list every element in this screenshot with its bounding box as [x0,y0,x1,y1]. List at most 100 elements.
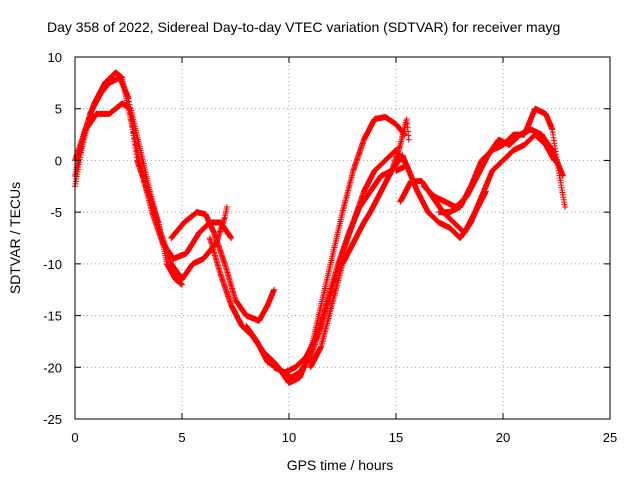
data-point [224,263,226,265]
x-tick-label: 25 [603,430,617,445]
x-tick-label: 10 [282,430,296,445]
data-point [192,263,194,265]
data-point [198,232,200,234]
data-point [108,82,110,84]
data-point [459,206,461,208]
data-point [481,159,483,162]
data-point [166,263,168,265]
data-point [273,366,275,368]
data-point [523,144,526,146]
data-point [331,304,333,306]
data-point [433,196,436,198]
data-point [267,304,269,306]
data-point [369,211,371,213]
series-sat-d [168,209,277,324]
series-sat-l [435,105,569,216]
data-point [290,377,292,379]
data-point [421,180,423,182]
data-point [448,211,451,213]
data-point [230,237,232,239]
data-point [204,213,207,215]
plot-frame [74,56,611,420]
data-point [320,304,322,306]
data-point [374,118,376,120]
data-point [363,190,365,193]
data-point [294,366,297,368]
data-point [104,82,106,84]
data-point [534,108,536,110]
x-tick-label: 5 [178,430,185,445]
data-point [140,170,142,172]
series-sat-b [72,69,235,262]
data-point [224,216,226,218]
data-point [416,190,418,193]
data-point [115,71,117,74]
data-point [427,211,429,213]
data-point [384,116,386,118]
data-point [245,325,247,327]
data-point [219,273,222,275]
series-markers [243,114,408,386]
y-tick-label: -5 [50,205,62,220]
data-point [245,314,247,317]
data-point [558,170,560,172]
data-point [444,201,446,203]
y-tick-label: -25 [43,412,62,427]
data-point [502,144,504,146]
series-sat-c [72,100,230,283]
data-point [399,201,401,203]
data-point [326,299,329,301]
data-point [530,128,532,130]
x-tick-label: 20 [496,430,510,445]
x-tick-label: 0 [71,430,78,445]
data-point [562,175,564,177]
x-tick-label: 15 [389,430,403,445]
series-sat-f [243,114,408,386]
data-point [491,170,493,172]
y-axis-label: SDTVAR / TECUs [7,182,23,294]
data-point [380,190,382,193]
data-point [288,382,290,384]
y-tick-label: -20 [43,360,62,375]
data-point [352,170,354,172]
data-point [130,108,132,110]
series-sat-h [307,116,412,371]
data-point [299,377,301,379]
data-point [234,299,237,301]
data-point [305,356,307,358]
data-point [491,149,493,151]
data-point [170,237,172,239]
data-point [196,211,198,213]
y-tick-label: 5 [55,102,62,117]
series-sat-g [271,152,412,376]
data-point [352,242,354,244]
data-point [438,211,440,213]
data-point [406,165,408,167]
data-point [399,144,401,146]
data-point [181,283,183,286]
data-point [341,263,344,265]
data-point [226,206,228,208]
data-point [470,221,472,224]
data-point [284,371,286,374]
data-point [172,258,175,260]
data-point [121,77,123,79]
data-point [498,139,500,141]
y-tick-label: -15 [43,309,62,324]
data-point [160,232,162,234]
data-point [374,170,376,172]
data-point [309,366,311,368]
data-point [551,149,553,151]
data-point [258,320,260,322]
data-point [181,278,183,280]
data-point [230,304,232,306]
data-point [185,252,187,255]
data-point [256,340,258,343]
data-point [453,221,455,224]
data-point [267,361,269,363]
data-point [481,196,483,198]
data-point [391,170,393,172]
y-tick-label: 10 [48,50,62,65]
data-point [95,113,97,115]
